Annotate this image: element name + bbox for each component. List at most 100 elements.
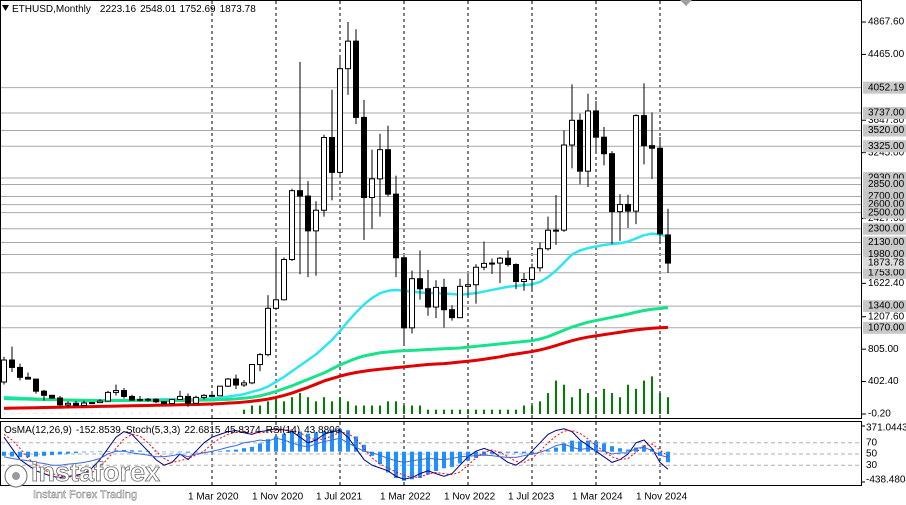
candle-body	[545, 229, 551, 250]
candle-body	[17, 366, 23, 378]
candle-body	[313, 209, 319, 232]
volume-bar	[347, 401, 349, 414]
sub-frame	[0, 421, 862, 486]
histogram-bar	[426, 451, 430, 475]
volume-bar	[291, 397, 293, 414]
histogram-bar	[522, 451, 526, 454]
volume-bar	[379, 405, 381, 414]
histogram-bar	[658, 451, 662, 456]
level-label: 2130.00	[868, 237, 905, 248]
price-box	[863, 257, 906, 270]
volume-bar	[523, 405, 525, 414]
volume-bar	[467, 409, 469, 414]
volume-bar	[243, 409, 245, 414]
histogram-bar	[98, 451, 102, 452]
volume-bar	[619, 397, 621, 414]
ohlc-value: 2223.16	[100, 4, 137, 15]
x-tick-label: 1 Jul 2021	[316, 492, 363, 503]
histogram-bar	[402, 451, 406, 481]
volume-bar	[435, 409, 437, 414]
y2-tick-label: 30	[866, 460, 878, 471]
histogram-bar	[346, 430, 350, 452]
candle-body	[209, 394, 215, 397]
histogram-bar	[34, 451, 38, 457]
moving-average	[3, 325, 669, 410]
candle-body	[377, 149, 383, 180]
indicator-value: 43.8806	[304, 425, 341, 436]
indicator-value: -152.8539	[76, 425, 121, 436]
candle-body	[257, 354, 263, 366]
histogram-bar	[378, 451, 382, 465]
candle-body	[513, 264, 519, 283]
volume-bar	[507, 409, 509, 414]
ohlc-value: 1752.69	[179, 4, 216, 15]
volume-bar	[283, 401, 285, 414]
histogram-bar	[162, 451, 166, 453]
candle-body	[665, 234, 671, 264]
candle-body	[201, 394, 207, 398]
histogram-bar	[242, 448, 246, 452]
candle-body	[353, 40, 359, 118]
candle-body	[177, 395, 183, 400]
histogram-bar	[82, 451, 86, 453]
candle-body	[393, 193, 399, 259]
volume-bar	[651, 376, 653, 414]
candle-body	[577, 119, 583, 172]
candle-body	[481, 262, 487, 268]
candle-body	[465, 284, 471, 287]
level-label: 1753.00	[868, 267, 905, 278]
logo-brand: instaforex	[31, 457, 160, 487]
indicator-line	[3, 428, 669, 480]
candle-body	[169, 398, 175, 405]
histogram-bar	[138, 450, 142, 452]
candle-body	[305, 195, 311, 232]
level-box	[863, 300, 906, 313]
volume-bar	[411, 405, 413, 414]
histogram-bar	[50, 451, 54, 456]
logo-tagline: Instant Forex Trading	[33, 489, 137, 501]
volume-bar	[667, 397, 669, 414]
volume-bar	[387, 401, 389, 414]
candle-body	[553, 229, 559, 232]
candle-body	[217, 385, 223, 397]
volume-bar	[267, 401, 269, 414]
candle-body	[193, 396, 199, 404]
volume-bar	[323, 397, 325, 414]
volume-bar	[515, 409, 517, 414]
y-tick-label: 402.40	[868, 376, 899, 387]
candle-body	[9, 359, 15, 368]
histogram-bar	[546, 450, 550, 452]
level-box	[863, 140, 906, 153]
candle-body	[265, 307, 271, 356]
candle-body	[609, 153, 615, 213]
ohlc-value: 1873.78	[220, 4, 257, 15]
candle-body	[649, 145, 655, 149]
y-tick-label: 805.00	[868, 344, 899, 355]
volume-bar	[395, 401, 397, 414]
histogram-bar	[218, 450, 222, 452]
candle-body	[49, 394, 55, 399]
histogram-bar	[42, 451, 46, 456]
candle-body	[561, 144, 567, 231]
histogram-bar	[410, 451, 414, 480]
histogram-bar	[458, 451, 462, 464]
candle-body	[1, 359, 7, 383]
histogram-bar	[602, 443, 606, 452]
histogram-bar	[274, 436, 278, 452]
histogram-bar	[266, 439, 270, 452]
candle-body	[81, 402, 87, 406]
histogram-bar	[370, 451, 374, 456]
histogram-bar	[106, 450, 110, 452]
candle-body	[441, 286, 447, 311]
volume-bar	[275, 397, 277, 414]
candle-body	[161, 401, 167, 405]
watermark: instaforex Instant Forex Trading	[4, 457, 160, 501]
candle-body	[105, 391, 111, 402]
volume-bar	[419, 405, 421, 414]
candle-body	[401, 257, 407, 329]
candle-body	[113, 390, 119, 393]
candle-body	[329, 137, 335, 173]
volume-bar	[307, 397, 309, 414]
symbol-title: ETHUSD,Monthly	[12, 4, 91, 15]
